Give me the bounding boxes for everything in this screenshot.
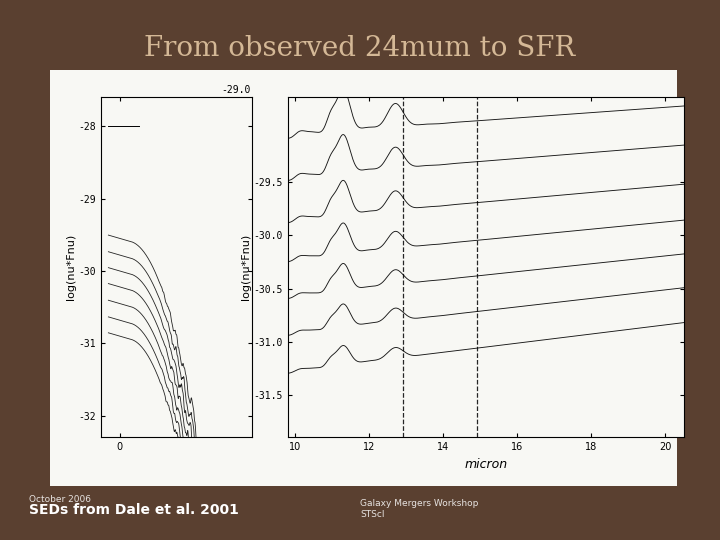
Text: Galaxy Mergers Workshop: Galaxy Mergers Workshop [360,499,478,508]
X-axis label: micron: micron [464,458,508,471]
Y-axis label: log(nu*Fnu): log(nu*Fnu) [241,234,251,300]
Text: SEDs from Dale et al. 2001: SEDs from Dale et al. 2001 [29,503,238,517]
Text: From observed 24mum to SFR: From observed 24mum to SFR [145,35,575,62]
Text: October 2006: October 2006 [29,495,91,504]
Text: -29.0: -29.0 [221,85,251,96]
Y-axis label: log(nu*Fnu): log(nu*Fnu) [66,234,76,300]
Text: STScI: STScI [360,510,384,518]
